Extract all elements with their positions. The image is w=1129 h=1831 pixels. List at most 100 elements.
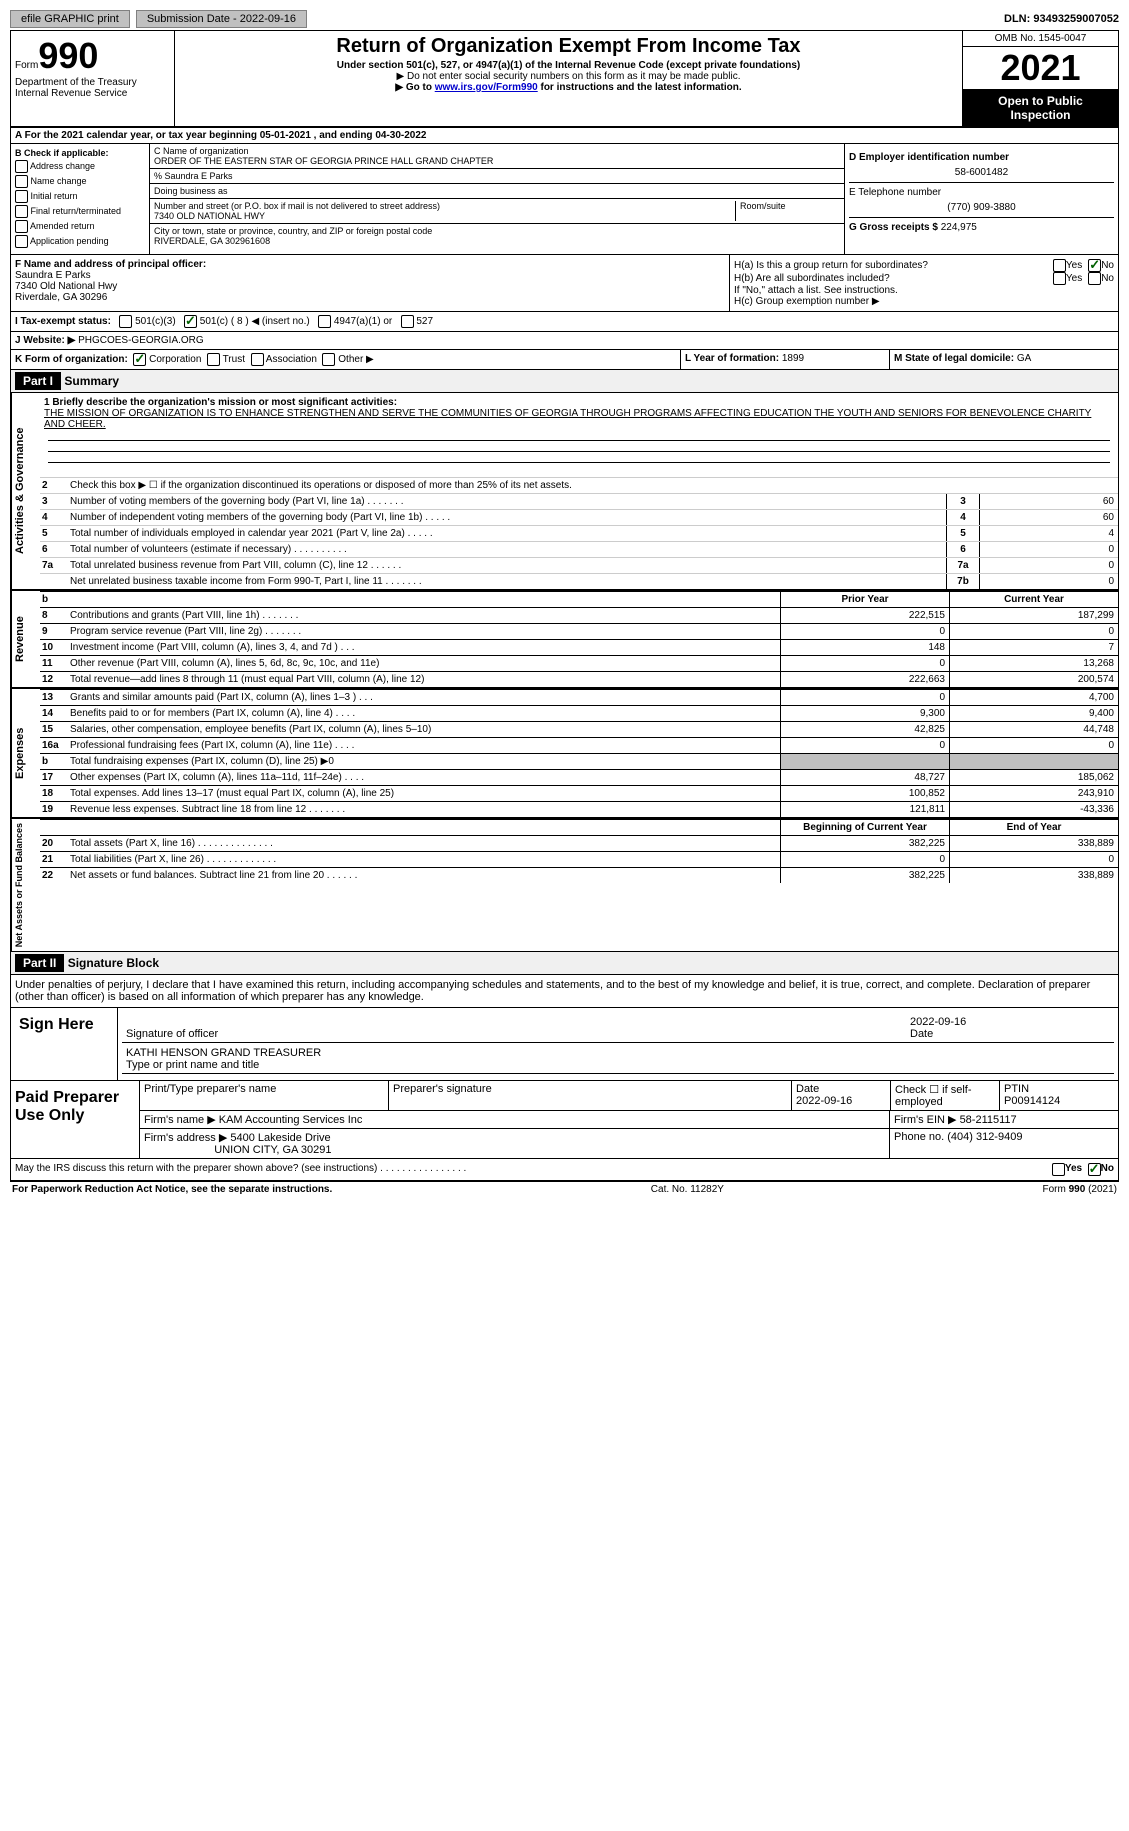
form-note1: ▶ Do not enter social security numbers o… xyxy=(177,71,960,82)
website-value: PHGCOES-GEORGIA.ORG xyxy=(78,335,204,346)
financial-line-13: 13Grants and similar amounts paid (Part … xyxy=(40,689,1118,705)
financial-line-b: bTotal fundraising expenses (Part IX, co… xyxy=(40,753,1118,769)
sig-name-label: Type or print name and title xyxy=(126,1059,259,1071)
financial-line-17: 17Other expenses (Part IX, column (A), l… xyxy=(40,769,1118,785)
domicile-value: GA xyxy=(1017,353,1031,364)
ein-label: D Employer identification number xyxy=(849,152,1009,163)
dln-label: DLN: 93493259007052 xyxy=(1004,13,1119,25)
checkbox-amended[interactable] xyxy=(15,220,28,233)
irs-link[interactable]: www.irs.gov/Form990 xyxy=(435,82,538,93)
checkbox-trust[interactable] xyxy=(207,353,220,366)
column-h: H(a) Is this a group return for subordin… xyxy=(729,255,1118,311)
row-i: I Tax-exempt status: 501(c)(3) 501(c) ( … xyxy=(10,312,1119,332)
checkbox-hb-yes[interactable] xyxy=(1053,272,1066,285)
officer-city: Riverdale, GA 30296 xyxy=(15,292,107,303)
street-value: 7340 OLD NATIONAL HWY xyxy=(154,211,735,221)
financial-line-16a: 16aProfessional fundraising fees (Part I… xyxy=(40,737,1118,753)
checkbox-initial-return[interactable] xyxy=(15,190,28,203)
room-label: Room/suite xyxy=(735,201,840,221)
line2-desc: Check this box ▶ ☐ if the organization d… xyxy=(68,478,1118,493)
vlabel-revenue: Revenue xyxy=(11,591,40,687)
city-label: City or town, state or province, country… xyxy=(154,226,840,236)
checkbox-pending[interactable] xyxy=(15,235,28,248)
column-f: F Name and address of principal officer:… xyxy=(11,255,729,311)
dba-label: Doing business as xyxy=(150,184,844,199)
vlabel-governance: Activities & Governance xyxy=(11,393,40,589)
footer-right: Form 990 (2021) xyxy=(1043,1184,1117,1195)
h-b-label: H(b) Are all subordinates included? xyxy=(734,273,1053,284)
tel-label: E Telephone number xyxy=(849,182,1114,198)
row-j: J Website: ▶ PHGCOES-GEORGIA.ORG xyxy=(10,332,1119,350)
form-note2-pre: ▶ Go to xyxy=(395,82,434,93)
checkbox-4947[interactable] xyxy=(318,315,331,328)
checkbox-other[interactable] xyxy=(322,353,335,366)
financial-line-10: 10Investment income (Part VIII, column (… xyxy=(40,639,1118,655)
officer-street: 7340 Old National Hwy xyxy=(15,281,117,292)
org-name: ORDER OF THE EASTERN STAR OF GEORGIA PRI… xyxy=(154,156,840,166)
org-name-label: C Name of organization xyxy=(154,146,840,156)
checkbox-ha-no[interactable] xyxy=(1088,259,1101,272)
checkbox-hb-no[interactable] xyxy=(1088,272,1101,285)
part1-header: Part I xyxy=(15,372,61,390)
efile-print-button[interactable]: efile GRAPHIC print xyxy=(10,10,130,28)
sig-name: KATHI HENSON GRAND TREASURER xyxy=(126,1047,321,1059)
checkbox-address-change[interactable] xyxy=(15,160,28,173)
website-label: J Website: ▶ xyxy=(15,335,75,346)
form-number: 990 xyxy=(38,35,98,77)
gov-line-5: 5Total number of individuals employed in… xyxy=(40,525,1118,541)
gov-line-7b: Net unrelated business taxable income fr… xyxy=(40,573,1118,589)
financial-line-19: 19Revenue less expenses. Subtract line 1… xyxy=(40,801,1118,817)
beg-year-header: Beginning of Current Year xyxy=(780,820,949,835)
sign-here-label: Sign Here xyxy=(11,1008,118,1080)
checkbox-discuss-no[interactable] xyxy=(1088,1163,1101,1176)
mission-text: THE MISSION OF ORGANIZATION IS TO ENHANC… xyxy=(44,408,1091,430)
row-fgh: F Name and address of principal officer:… xyxy=(10,255,1119,312)
checkbox-ha-yes[interactable] xyxy=(1053,259,1066,272)
city-value: RIVERDALE, GA 302961608 xyxy=(154,236,840,246)
vlabel-expenses: Expenses xyxy=(11,689,40,817)
financial-line-18: 18Total expenses. Add lines 13–17 (must … xyxy=(40,785,1118,801)
ein-value: 58-6001482 xyxy=(849,167,1114,178)
checkbox-name-change[interactable] xyxy=(15,175,28,188)
gov-line-4: 4Number of independent voting members of… xyxy=(40,509,1118,525)
submission-date-button[interactable]: Submission Date - 2022-09-16 xyxy=(136,10,307,28)
line1-label: 1 Briefly describe the organization's mi… xyxy=(44,397,397,408)
form-title: Return of Organization Exempt From Incom… xyxy=(177,35,960,58)
street-label: Number and street (or P.O. box if mail i… xyxy=(154,201,735,211)
part2-header: Part II xyxy=(15,954,64,972)
h-note: If "No," attach a list. See instructions… xyxy=(734,285,1114,296)
form-header-center: Return of Organization Exempt From Incom… xyxy=(175,31,962,126)
year-formation-label: L Year of formation: xyxy=(685,353,779,364)
checkbox-corp[interactable] xyxy=(133,353,146,366)
checkbox-501c[interactable] xyxy=(184,315,197,328)
domicile-label: M State of legal domicile: xyxy=(894,353,1014,364)
officer-name: Saundra E Parks xyxy=(15,270,91,281)
footer-mid: Cat. No. 11282Y xyxy=(651,1184,724,1195)
tel-value: (770) 909-3880 xyxy=(849,202,1114,213)
financial-line-20: 20Total assets (Part X, line 16) . . . .… xyxy=(40,835,1118,851)
checkbox-501c3[interactable] xyxy=(119,315,132,328)
form-header: Form 990 Department of the Treasury Inte… xyxy=(10,30,1119,128)
top-bar: efile GRAPHIC print Submission Date - 20… xyxy=(10,10,1119,28)
declaration: Under penalties of perjury, I declare th… xyxy=(11,975,1118,1007)
form-header-right: OMB No. 1545-0047 2021 Open to Public In… xyxy=(962,31,1118,126)
checkbox-final-return[interactable] xyxy=(15,205,28,218)
tax-status-label: I Tax-exempt status: xyxy=(15,316,111,327)
current-year-header: Current Year xyxy=(949,592,1118,607)
part2: Part II Signature Block Under penalties … xyxy=(10,952,1119,1181)
checkbox-discuss-yes[interactable] xyxy=(1052,1163,1065,1176)
irs-label: Internal Revenue Service xyxy=(15,88,170,99)
gov-line-3: 3Number of voting members of the governi… xyxy=(40,493,1118,509)
form-header-left: Form 990 Department of the Treasury Inte… xyxy=(11,31,175,126)
checkbox-assoc[interactable] xyxy=(251,353,264,366)
tax-year: 2021 xyxy=(963,47,1118,90)
vlabel-netassets: Net Assets or Fund Balances xyxy=(11,819,40,951)
checkbox-527[interactable] xyxy=(401,315,414,328)
column-b: B Check if applicable: Address change Na… xyxy=(11,144,150,254)
paid-preparer: Paid Preparer Use Only Print/Type prepar… xyxy=(11,1080,1118,1158)
financial-line-11: 11Other revenue (Part VIII, column (A), … xyxy=(40,655,1118,671)
h-a-label: H(a) Is this a group return for subordin… xyxy=(734,260,1053,271)
financial-line-9: 9Program service revenue (Part VIII, lin… xyxy=(40,623,1118,639)
end-year-header: End of Year xyxy=(949,820,1118,835)
financial-line-14: 14Benefits paid to or for members (Part … xyxy=(40,705,1118,721)
